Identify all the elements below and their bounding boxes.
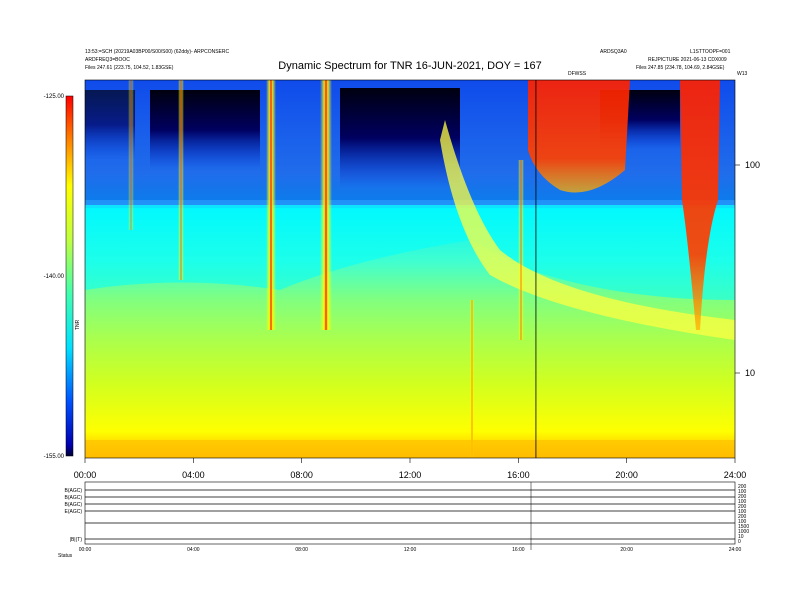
lower-x-tick-label: 20:00 [620, 547, 633, 553]
colorbar-tick-top: -125.00 [44, 94, 65, 100]
hot-emission-2 [680, 80, 720, 330]
lower-x-tick-label: 04:00 [187, 547, 200, 553]
band-edge [85, 200, 735, 208]
lower-right-label: 10 [738, 534, 744, 540]
burst-4 [128, 80, 134, 230]
dark-patch [340, 88, 460, 188]
x-tick-label: 12:00 [399, 470, 422, 480]
burst-1 [266, 80, 276, 330]
burst-2 [320, 80, 332, 330]
lower-right-label: 200 [738, 514, 747, 520]
lower-right-label: 100 [738, 519, 747, 525]
status-label: Status [58, 553, 73, 559]
burst-5 [470, 300, 474, 458]
dark-patch [150, 90, 260, 170]
lower-row-label: E(AGC) [65, 509, 83, 515]
spectrogram [85, 80, 735, 458]
x-tick-label: 04:00 [182, 470, 205, 480]
lower-x-tick-label: 12:00 [404, 547, 417, 553]
lower-right-label: 1000 [738, 529, 749, 535]
colorbar [65, 95, 74, 457]
burst-3 [178, 80, 184, 280]
lower-right-label: 100 [738, 489, 747, 495]
lower-panel-frame [84, 481, 736, 545]
lower-row-label: B(AGC) [65, 495, 83, 501]
y-tick-label-10: 10 [745, 368, 755, 378]
lower-x-tick-label: 16:00 [512, 547, 525, 553]
lower-panel: B(AGC)B(AGC)B(AGC)E(AGC)|B|(T)2001002001… [58, 481, 749, 559]
lower-x-tick-label: 00:00 [79, 547, 92, 553]
lower-right-label: 100 [738, 509, 747, 515]
lower-row-label: B(AGC) [65, 488, 83, 494]
x-tick-label: 16:00 [507, 470, 530, 480]
x-tick-label: 08:00 [290, 470, 313, 480]
hot-emission-1 [528, 80, 630, 193]
header-info-right-2: L1STTOOPF=001 [690, 49, 731, 55]
colorbar-tick-mid: -140.00 [44, 274, 65, 280]
lower-right-label: 200 [738, 494, 747, 500]
lower-right-label: 200 [738, 504, 747, 510]
header-info-2: ARDFREQ3=BOOC [85, 57, 130, 63]
cyan-band [85, 205, 735, 300]
x-axis: 00:00 04:00 08:00 12:00 16:00 20:00 24:00 [74, 458, 747, 480]
chart-title: Dynamic Spectrum for TNR 16-JUN-2021, DO… [278, 60, 541, 72]
event-label: DFWSS [568, 71, 587, 77]
drifting-band [440, 120, 735, 340]
header-info-3: Files 247.61 (223.75, 104.52, 1.83GSE) [85, 65, 174, 71]
right-top-label: W13 [737, 71, 748, 77]
lower-right-label: 100 [738, 499, 747, 505]
x-tick-label: 20:00 [615, 470, 638, 480]
colorbar-label: TNR [75, 319, 81, 330]
colorbar-tick-bottom: -155.00 [44, 454, 65, 460]
header-info-right-3: REJPICTURE 2021-06-13 CDX009 [648, 57, 727, 63]
header-info-right-1: ARDSQ3A0 [600, 49, 627, 55]
header-info-1: 13:53:=SCH (20219A03BP00/S00/S00) (62ddy… [85, 49, 229, 55]
lower-right-label: 1500 [738, 524, 749, 530]
bottom-strip [85, 440, 735, 458]
lower-x-tick-label: 24:00 [729, 547, 742, 553]
lower-row-label: |B|(T) [70, 537, 83, 543]
lower-x-tick-label: 08:00 [295, 547, 308, 553]
dark-patch [85, 90, 135, 160]
x-tick-label: 24:00 [724, 470, 747, 480]
header-info-right-4: Files 247.85 (234.78, 104.69, 2.84GSE) [636, 65, 725, 71]
x-tick-label: 00:00 [74, 470, 97, 480]
lower-right-label: 200 [738, 484, 747, 490]
lower-right-label: 0 [738, 539, 741, 545]
lower-row-label: B(AGC) [65, 502, 83, 508]
y-tick-label-100: 100 [745, 160, 760, 170]
burst-6 [518, 160, 524, 340]
